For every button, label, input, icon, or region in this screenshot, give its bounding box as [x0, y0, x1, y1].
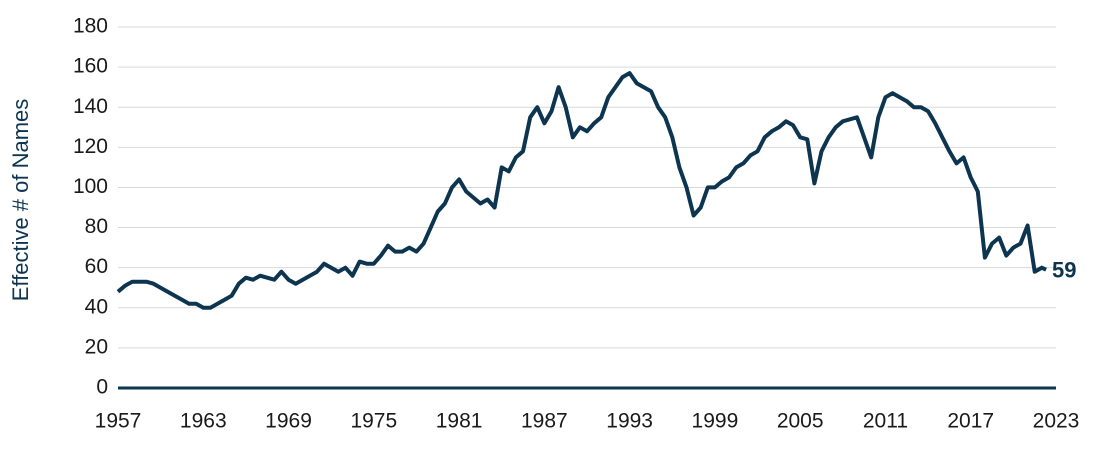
y-tick-label: 100 [73, 175, 108, 198]
x-tick-label: 2017 [947, 410, 994, 433]
y-tick-label: 140 [73, 95, 108, 118]
x-tick-label: 1981 [436, 410, 483, 433]
x-tick-label: 1999 [692, 410, 739, 433]
x-tick-label: 2011 [863, 410, 908, 433]
x-tick-label: 1963 [180, 410, 227, 433]
x-tick-label: 1993 [606, 410, 653, 433]
x-tick-label: 1957 [95, 410, 142, 433]
data-line [116, 71, 1047, 310]
x-tick-label: 2005 [777, 410, 824, 433]
x-tick-label: 1975 [350, 410, 397, 433]
x-tick-label: 2023 [1033, 410, 1080, 433]
y-axis-label: Effective # of Names [8, 99, 33, 302]
y-tick-label: 180 [73, 15, 108, 38]
y-tick-label: 40 [85, 295, 108, 318]
y-tick-label: 20 [85, 335, 108, 358]
x-tick-label: 1987 [521, 410, 568, 433]
y-tick-label: 120 [73, 135, 108, 158]
y-tick-label: 160 [73, 55, 108, 78]
x-tick-label: 1969 [265, 410, 312, 433]
y-tick-label: 60 [85, 255, 108, 278]
y-tick-label: 80 [85, 215, 108, 238]
end-label: 59 [1052, 257, 1076, 282]
y-tick-label: 0 [96, 376, 108, 399]
